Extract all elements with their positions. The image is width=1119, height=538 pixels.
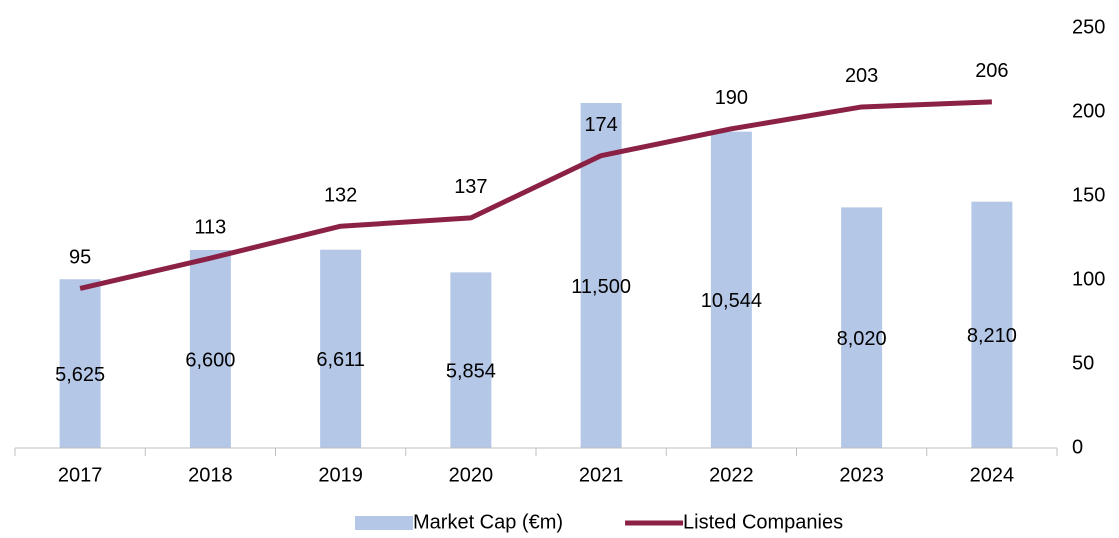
bar-value-label: 8,210: [967, 325, 1017, 347]
x-tick-label: 2020: [449, 464, 494, 486]
x-tick-label: 2021: [579, 464, 624, 486]
legend-swatch: [355, 516, 413, 530]
y2-tick-label: 250: [1072, 16, 1105, 38]
bar: [971, 201, 1013, 448]
bar-value-label: 5,854: [446, 360, 496, 382]
x-tick-label: 2024: [970, 464, 1015, 486]
y2-tick-label: 150: [1072, 184, 1105, 206]
bar-value-label: 5,625: [55, 364, 105, 386]
x-tick-label: 2018: [188, 464, 233, 486]
x-tick-label: 2019: [318, 464, 363, 486]
x-tick-label: 2017: [58, 464, 103, 486]
legend-label: Listed Companies: [683, 511, 843, 533]
line-value-label: 190: [715, 87, 748, 109]
y2-tick-label: 100: [1072, 268, 1105, 290]
bar-value-label: 6,600: [185, 349, 235, 371]
bar-value-label: 10,544: [701, 290, 762, 312]
line-value-label: 95: [69, 247, 91, 269]
bar: [450, 272, 492, 448]
line-value-label: 174: [584, 114, 617, 136]
bar-value-label: 6,611: [316, 349, 365, 371]
bar: [189, 250, 231, 448]
line-value-label: 203: [845, 65, 878, 87]
line-value-label: 206: [975, 60, 1008, 82]
bar: [710, 131, 752, 448]
y2-tick-label: 50: [1072, 352, 1094, 374]
x-tick-label: 2023: [839, 464, 884, 486]
bar: [320, 249, 362, 448]
y2-tick-label: 0: [1072, 436, 1083, 458]
legend-label: Market Cap (€m): [413, 511, 563, 533]
x-tick-label: 2022: [709, 464, 754, 486]
line-value-label: 132: [324, 185, 357, 207]
line: [79, 99, 992, 291]
y2-tick-label: 200: [1072, 100, 1105, 122]
line-value-label: 113: [194, 216, 226, 238]
bar-value-label: 8,020: [837, 328, 887, 350]
line-value-label: 137: [454, 176, 487, 198]
bar: [841, 207, 883, 448]
bar: [59, 279, 101, 448]
bar-value-label: 11,500: [571, 276, 631, 298]
